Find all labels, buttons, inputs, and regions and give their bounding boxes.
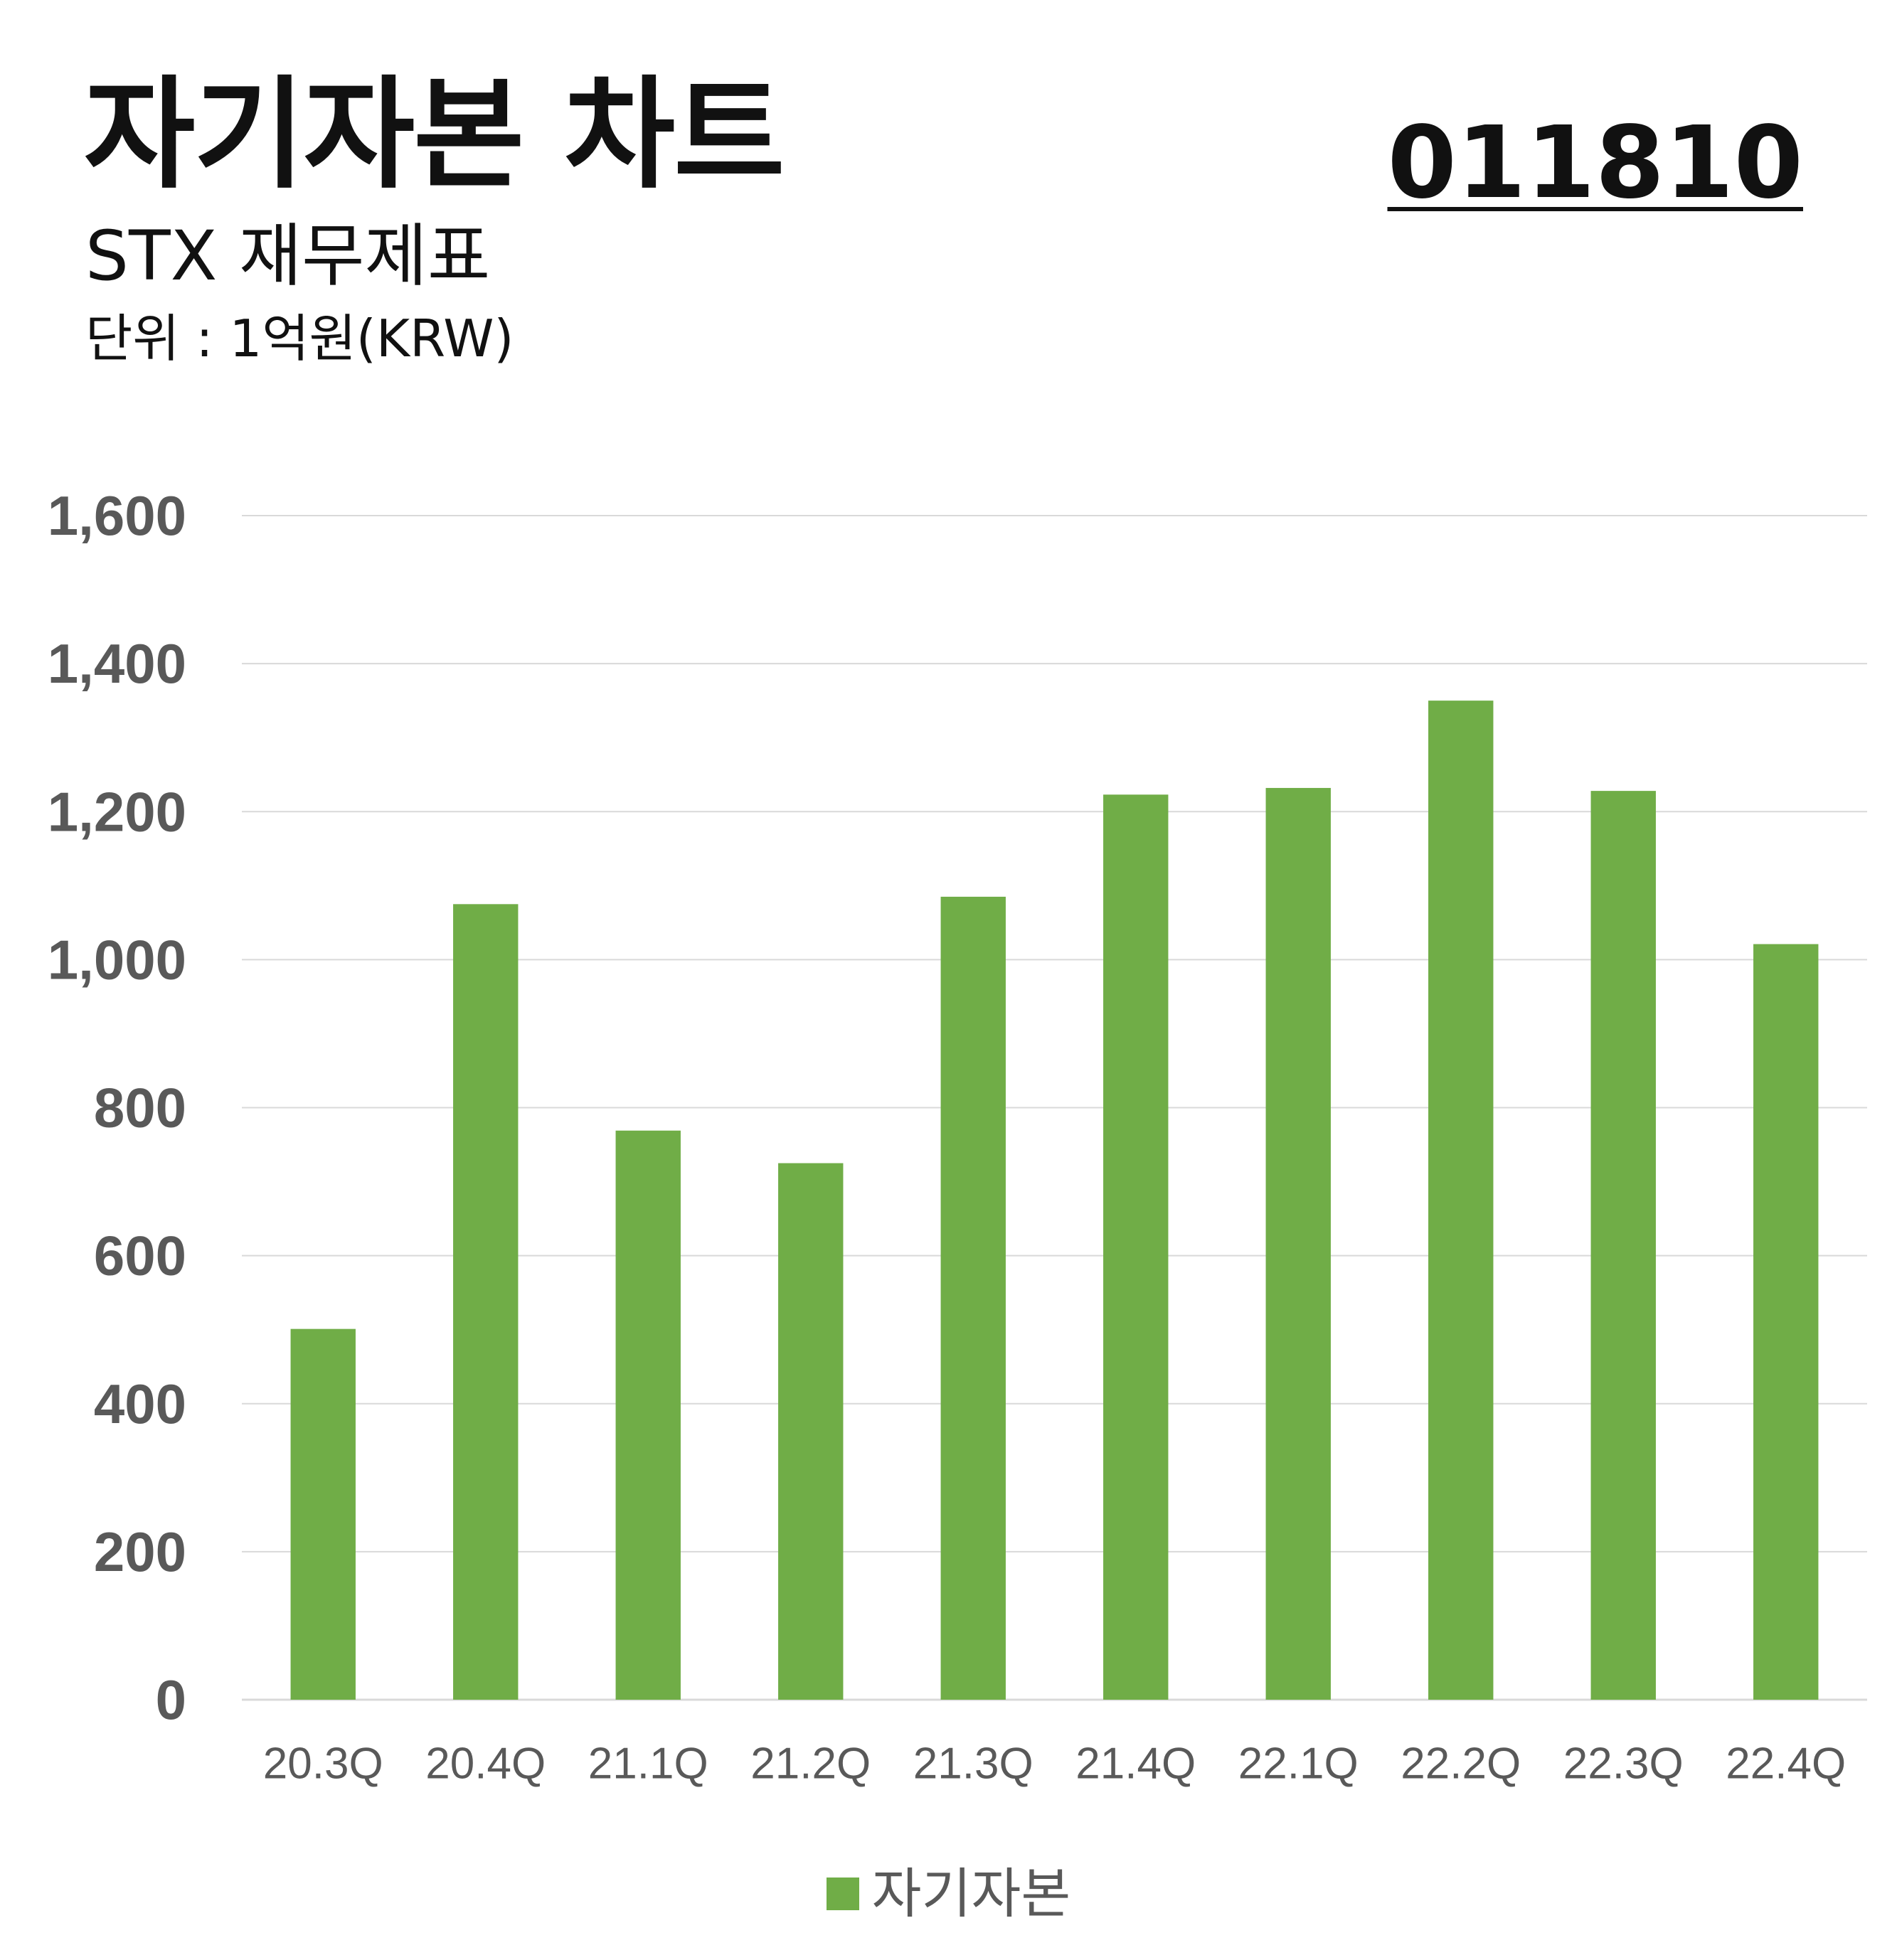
x-tick-label: 21.2Q [750,1740,871,1789]
bar-22.3Q [1590,791,1656,1700]
stock-code: 011810 [1387,105,1803,221]
bar-22.1Q [1265,787,1331,1700]
x-tick-label: 21.3Q [913,1740,1033,1789]
y-tick-label: 600 [94,1225,186,1287]
y-tick-label: 0 [156,1668,186,1731]
bar-20.3Q [290,1328,356,1700]
x-tick-label: 22.3Q [1563,1740,1684,1789]
bar-22.4Q [1753,944,1819,1700]
bar-21.4Q [1103,794,1169,1700]
y-axis-ticks: 0 200 400 600 800 1,000 1,200 1,400 1,600 [48,484,186,1731]
bar-21.3Q [940,896,1006,1700]
bars [290,701,1819,1700]
legend-swatch [826,1878,859,1910]
bar-21.2Q [778,1163,844,1700]
x-tick-label: 22.1Q [1238,1740,1359,1789]
y-tick-label: 1,600 [48,484,186,547]
y-tick-label: 1,000 [48,928,186,991]
chart-subtitle: STX 재무제표 [85,216,491,296]
x-tick-label: 22.4Q [1726,1740,1846,1789]
x-tick-label: 21.4Q [1075,1740,1196,1789]
y-tick-label: 800 [94,1077,186,1139]
y-tick-label: 400 [94,1373,186,1435]
x-axis-ticks: 20.3Q 20.4Q 21.1Q 21.2Q 21.3Q 21.4Q 22.1Q 22.2Q… [263,1740,1846,1789]
x-tick-label: 20.3Q [263,1740,383,1789]
unit-label: 단위 : 1억원(KRW) [85,309,514,368]
legend-label: 자기자본 [871,1862,1071,1925]
x-tick-label: 22.2Q [1401,1740,1521,1789]
chart-title: 자기자본 차트 [84,65,785,206]
bar-21.1Q [615,1130,681,1700]
legend: 자기자본 [0,1867,1897,1921]
x-tick-label: 21.1Q [588,1740,708,1789]
bar-22.2Q [1428,701,1494,1700]
bar-20.4Q [453,904,519,1700]
y-tick-label: 1,400 [48,632,186,695]
x-tick-label: 20.4Q [425,1740,546,1789]
y-tick-label: 1,200 [48,780,186,843]
y-tick-label: 200 [94,1520,186,1583]
